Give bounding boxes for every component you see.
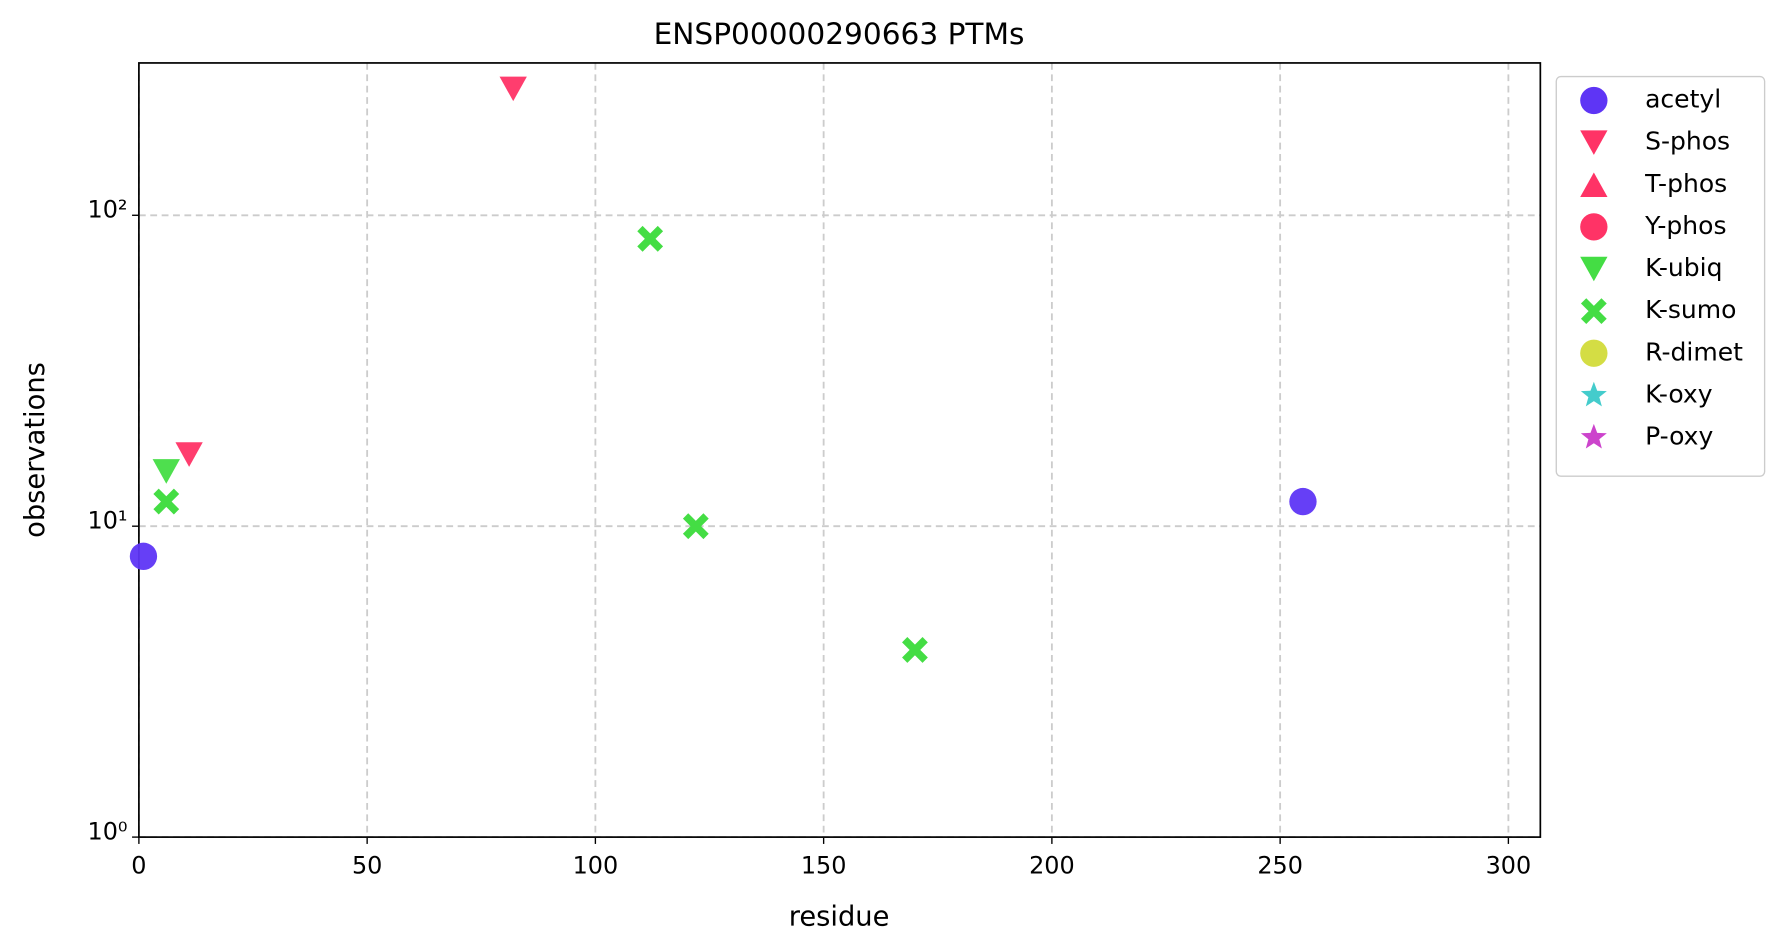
marker bbox=[1580, 130, 1608, 155]
legend-label: R-dimet bbox=[1645, 337, 1743, 366]
plot-frame bbox=[138, 62, 1542, 838]
y-tick-label: 10⁰ bbox=[88, 818, 128, 846]
x-tick-label: 50 bbox=[352, 852, 382, 880]
marker bbox=[152, 459, 180, 484]
x-tick-label: 0 bbox=[131, 852, 146, 880]
marker bbox=[1580, 172, 1608, 198]
x-tick-label: 300 bbox=[1486, 852, 1532, 880]
marker bbox=[1580, 423, 1607, 449]
marker bbox=[1289, 487, 1317, 516]
marker bbox=[682, 513, 709, 540]
x-tick-label: 150 bbox=[801, 852, 847, 880]
y-axis-label: observations bbox=[20, 362, 51, 538]
x-axis-label: residue bbox=[789, 901, 890, 932]
marker bbox=[1580, 339, 1608, 367]
marker bbox=[1580, 213, 1608, 241]
legend-label: S-phos bbox=[1645, 127, 1730, 156]
marker bbox=[1580, 86, 1608, 115]
marker bbox=[499, 76, 527, 102]
legend-label: Y-phos bbox=[1644, 211, 1726, 240]
x-tick-label: 200 bbox=[1029, 852, 1075, 880]
chart-title: ENSP00000290663 PTMs bbox=[654, 17, 1025, 51]
y-tick-label: 10² bbox=[88, 196, 128, 224]
legend-label: K-sumo bbox=[1645, 295, 1736, 324]
legend-box bbox=[1555, 75, 1766, 477]
marker bbox=[637, 225, 664, 252]
legend-label: K-ubiq bbox=[1645, 253, 1722, 282]
legend-label: K-oxy bbox=[1645, 379, 1713, 408]
legend-label: acetyl bbox=[1645, 85, 1721, 114]
marker bbox=[1580, 381, 1607, 407]
x-tick-label: 250 bbox=[1257, 852, 1303, 880]
marker bbox=[153, 488, 180, 515]
marker bbox=[129, 542, 158, 570]
marker bbox=[902, 637, 928, 663]
marker bbox=[175, 442, 203, 467]
x-tick-label: 100 bbox=[573, 852, 619, 880]
marker bbox=[1580, 256, 1608, 282]
legend-label: T-phos bbox=[1644, 169, 1727, 198]
legend-label: P-oxy bbox=[1645, 422, 1713, 451]
y-tick-label: 10¹ bbox=[88, 507, 128, 535]
marker bbox=[1580, 298, 1607, 325]
